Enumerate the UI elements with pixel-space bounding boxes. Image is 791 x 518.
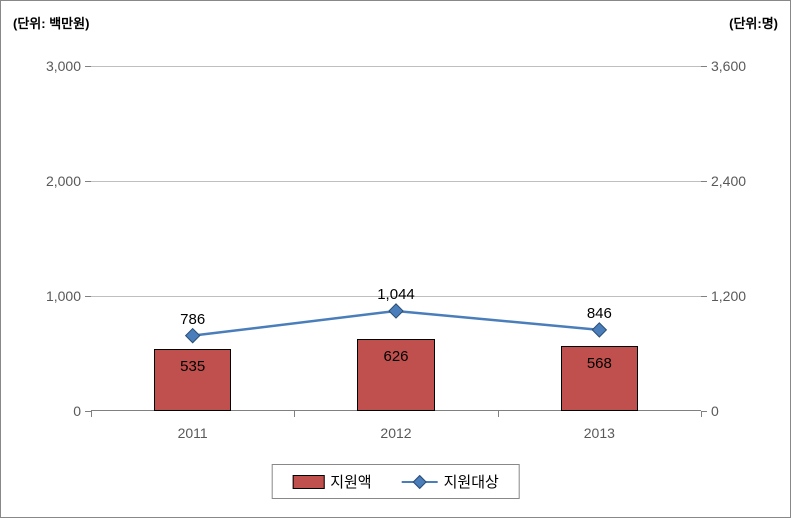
bar-value-label: 535 [153, 358, 233, 375]
line-value-label: 1,044 [356, 286, 436, 303]
y-tick-right: 3,600 [711, 58, 761, 74]
y-tickmark-right [701, 181, 707, 182]
x-tickmark [701, 411, 702, 417]
bar-value-label: 626 [356, 348, 436, 365]
x-tickmark [498, 411, 499, 417]
line-value-label: 786 [153, 311, 233, 328]
legend-line-label: 지원대상 [444, 471, 499, 492]
gridline [91, 66, 701, 67]
bar-swatch-icon [292, 475, 324, 489]
y-tickmark-right [701, 296, 707, 297]
x-tickmark [91, 411, 92, 417]
y-tickmark-left [85, 66, 91, 67]
y-tick-left: 1,000 [31, 288, 81, 304]
y-tickmark-left [85, 296, 91, 297]
y-tick-left: 0 [31, 403, 81, 419]
legend-item-line: 지원대상 [402, 471, 499, 492]
y-tick-right: 0 [711, 403, 761, 419]
x-tick: 2012 [346, 425, 446, 441]
y-tickmark-right [701, 66, 707, 67]
y-tick-right: 1,200 [711, 288, 761, 304]
legend-item-bar: 지원액 [292, 471, 371, 492]
gridline [91, 181, 701, 182]
x-tickmark [294, 411, 295, 417]
legend: 지원액 지원대상 [271, 464, 520, 499]
right-axis-title: (단위:명) [729, 13, 778, 32]
bar-value-label: 568 [559, 355, 639, 372]
x-tick: 2011 [143, 425, 243, 441]
plot-area: 01,0002,0003,00001,2002,4003,60020115352… [91, 66, 701, 411]
left-axis-title: (단위: 백만원) [13, 13, 89, 32]
y-tick-left: 2,000 [31, 173, 81, 189]
line-swatch-icon [402, 475, 438, 489]
legend-bar-label: 지원액 [330, 471, 371, 492]
line-value-label: 846 [559, 305, 639, 322]
y-tick-right: 2,400 [711, 173, 761, 189]
chart-container: (단위: 백만원) (단위:명) 01,0002,0003,00001,2002… [0, 0, 791, 518]
y-tick-left: 3,000 [31, 58, 81, 74]
x-tick: 2013 [549, 425, 649, 441]
y-tickmark-left [85, 181, 91, 182]
